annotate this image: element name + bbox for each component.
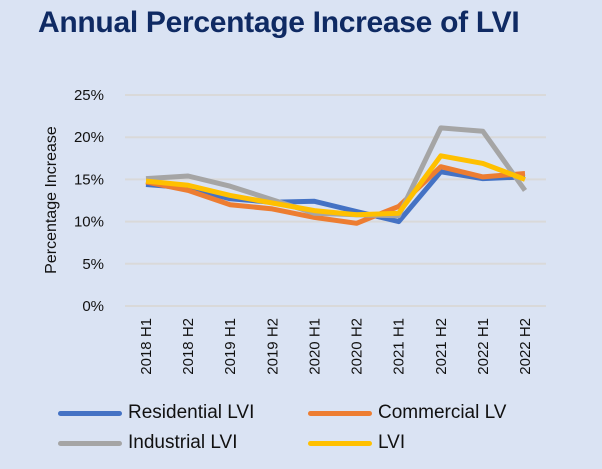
x-tick-label: 2022 H2 <box>517 318 534 375</box>
legend-label: Industrial LVI <box>128 432 238 453</box>
legend-item-residential[interactable]: Residential LVI <box>58 402 254 424</box>
x-axis-ticks: 2018 H1 2018 H2 2019 H1 2019 H2 2020 H1 2020 … <box>138 318 534 375</box>
series-lines <box>145 125 528 226</box>
x-tick-label: 2019 H2 <box>264 318 281 375</box>
y-tick-label: 25% <box>74 87 104 104</box>
x-tick-label: 2022 H1 <box>475 318 492 375</box>
y-tick-label: 10% <box>74 214 104 231</box>
legend-label: Commercial LV <box>378 402 507 423</box>
x-tick-label: 2021 H2 <box>433 318 450 375</box>
y-tick-label: 5% <box>82 256 104 273</box>
x-tick-label: 2020 H1 <box>306 318 323 375</box>
y-axis-ticks: 0% 5% 10% 15% 20% 25% <box>74 87 104 315</box>
legend-swatch-lvi <box>308 440 372 446</box>
series-line-residential-lvi[interactable] <box>145 169 526 225</box>
y-tick-label: 0% <box>82 298 104 315</box>
chart-title: Annual Percentage Increase of LVI <box>38 6 520 39</box>
y-axis-label: Percentage Increase <box>43 126 60 274</box>
x-tick-label: 2020 H2 <box>349 318 366 375</box>
x-tick-label: 2019 H1 <box>222 318 239 375</box>
legend-swatch-industrial <box>58 440 122 446</box>
y-tick-label: 15% <box>74 171 104 188</box>
legend-item-commercial[interactable]: Commercial LV <box>308 402 506 424</box>
legend-swatch-commercial <box>308 410 372 416</box>
y-tick-label: 20% <box>74 129 104 146</box>
series-line-commercial-lv[interactable] <box>145 164 526 226</box>
x-tick-label: 2018 H1 <box>138 318 155 375</box>
x-tick-label: 2018 H2 <box>180 318 197 375</box>
x-tick-label: 2021 H1 <box>391 318 408 375</box>
legend-item-lvi[interactable]: LVI <box>308 432 405 454</box>
legend-item-industrial[interactable]: Industrial LVI <box>58 432 237 454</box>
legend-label: LVI <box>378 432 406 453</box>
legend-label: Residential LVI <box>128 402 255 423</box>
legend-swatch-residential <box>58 410 122 416</box>
gridlines <box>125 94 546 307</box>
series-line-lvi[interactable] <box>145 153 526 218</box>
